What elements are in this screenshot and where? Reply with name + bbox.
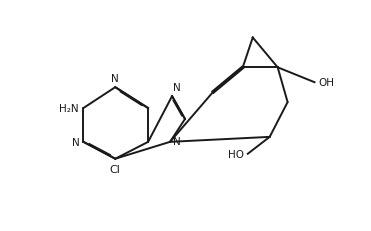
Text: HO: HO [228, 149, 244, 159]
Text: N: N [72, 137, 79, 147]
Text: N: N [111, 74, 119, 84]
Text: N: N [173, 136, 181, 146]
Text: Cl: Cl [110, 164, 121, 174]
Text: H₂N: H₂N [59, 103, 78, 114]
Text: OH: OH [318, 78, 335, 88]
Text: N: N [173, 83, 181, 93]
